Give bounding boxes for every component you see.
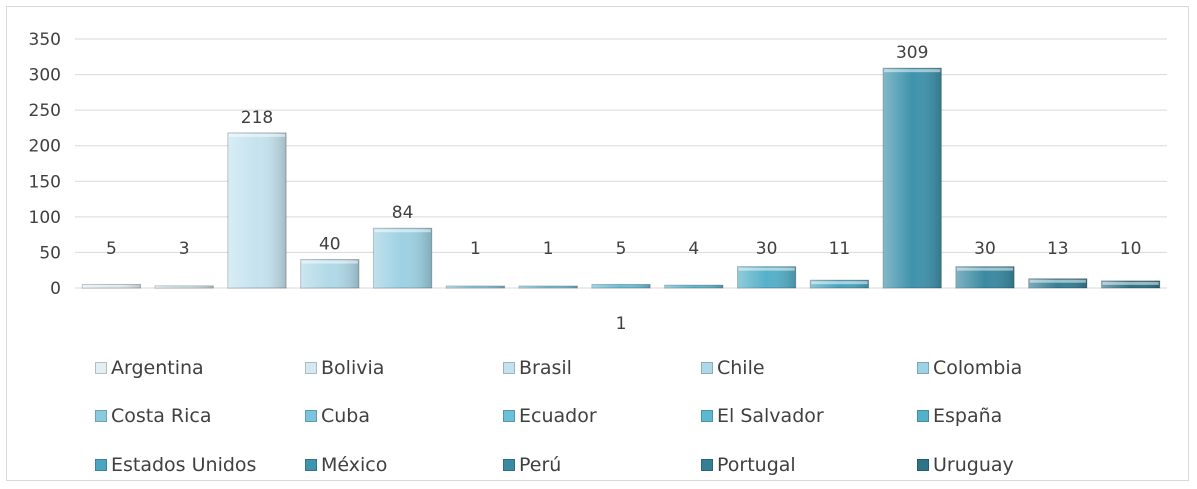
bars xyxy=(81,67,1161,289)
legend-item-brasil: Brasil xyxy=(503,355,572,381)
legend-swatch xyxy=(95,459,107,471)
bar-méxico xyxy=(882,67,942,289)
y-tick-label: 200 xyxy=(29,137,61,157)
data-label: 3 xyxy=(179,239,190,259)
legend-item-ecuador: Ecuador xyxy=(503,403,597,429)
y-tick-label: 100 xyxy=(29,208,61,228)
legend-label: El Salvador xyxy=(717,405,824,427)
data-label: 309 xyxy=(896,43,928,63)
bar-chile xyxy=(300,259,360,289)
legend-label: Uruguay xyxy=(933,454,1014,476)
data-label: 4 xyxy=(688,239,699,259)
y-axis-ticks: 0 50 100 150 200 250 300 350 xyxy=(29,30,61,299)
legend-item-el-salvador: El Salvador xyxy=(701,403,824,429)
legend-label: Chile xyxy=(717,357,765,379)
legend-swatch xyxy=(701,410,713,422)
bar-portugal xyxy=(1028,278,1088,289)
bar-argentina xyxy=(81,283,142,289)
bar-el-salvador xyxy=(664,284,724,289)
data-label: 1 xyxy=(543,239,554,259)
legend-item-costa-rica: Costa Rica xyxy=(95,403,212,429)
legend-swatch xyxy=(305,459,317,471)
legend-swatch xyxy=(917,459,929,471)
bar-ecuador xyxy=(591,283,651,289)
legend-label: Ecuador xyxy=(519,405,597,427)
legend-item-uruguay: Uruguay xyxy=(917,452,1014,478)
data-label: 218 xyxy=(241,108,273,128)
legend-item-colombia: Colombia xyxy=(917,355,1022,381)
legend-swatch xyxy=(917,410,929,422)
legend-label: Argentina xyxy=(111,357,204,379)
extra-data-label: 1 xyxy=(616,314,627,334)
legend-label: Cuba xyxy=(321,405,371,427)
bar-españa xyxy=(736,266,797,289)
legend-label: Estados Unidos xyxy=(111,454,257,476)
legend-swatch xyxy=(503,362,515,374)
legend-swatch xyxy=(917,362,929,374)
data-label: 40 xyxy=(319,235,341,255)
legend-label: Bolivia xyxy=(321,357,385,379)
bar-uruguay xyxy=(1100,280,1161,289)
bar-colombia xyxy=(372,227,433,289)
legend-label: Costa Rica xyxy=(111,405,212,427)
data-label: 13 xyxy=(1047,239,1069,259)
bar-bolivia xyxy=(154,285,214,289)
legend-swatch xyxy=(305,362,317,374)
legend-item-bolivia: Bolivia xyxy=(305,355,384,381)
legend-item-argentina: Argentina xyxy=(95,355,204,381)
y-tick-label: 250 xyxy=(29,101,61,121)
legend-label: Portugal xyxy=(717,454,796,476)
data-label: 1 xyxy=(470,239,481,259)
legend-item-perú: Perú xyxy=(503,452,561,478)
data-label: 10 xyxy=(1120,239,1142,259)
data-label: 5 xyxy=(616,239,627,259)
chart-frame: 0 50 100 150 200 250 300 350 5 3 218 40 84 1 1 5 4 30 11 3… xyxy=(6,6,1189,481)
data-label: 11 xyxy=(829,239,851,259)
legend-swatch xyxy=(305,410,317,422)
legend-swatch xyxy=(701,362,713,374)
legend-label: España xyxy=(933,405,1003,427)
y-tick-label: 150 xyxy=(29,172,61,192)
legend-label: México xyxy=(321,454,388,476)
y-tick-label: 50 xyxy=(39,243,61,263)
legend-swatch xyxy=(701,459,713,471)
legend-item-españa: España xyxy=(917,403,1002,429)
y-tick-label: 0 xyxy=(50,279,61,299)
bar-cuba xyxy=(518,285,578,289)
bar-estados-unidos xyxy=(809,279,870,289)
legend-swatch xyxy=(95,410,107,422)
data-label: 30 xyxy=(974,239,996,259)
legend-item-cuba: Cuba xyxy=(305,403,370,429)
bar-perú xyxy=(955,266,1015,289)
bar-costa-rica xyxy=(445,285,506,289)
legend-item-estados-unidos: Estados Unidos xyxy=(95,452,256,478)
y-tick-label: 300 xyxy=(29,66,61,86)
legend-swatch xyxy=(95,362,107,374)
data-label: 84 xyxy=(392,203,414,223)
legend-item-portugal: Portugal xyxy=(701,452,796,478)
data-label: 30 xyxy=(756,239,778,259)
legend-swatch xyxy=(503,459,515,471)
legend-label: Colombia xyxy=(933,357,1023,379)
y-tick-label: 350 xyxy=(29,30,61,50)
bar-brasil xyxy=(227,132,287,289)
legend-label: Perú xyxy=(519,454,562,476)
legend-label: Brasil xyxy=(519,357,572,379)
legend-item-méxico: México xyxy=(305,452,387,478)
legend-item-chile: Chile xyxy=(701,355,765,381)
legend-swatch xyxy=(503,410,515,422)
data-label: 5 xyxy=(106,239,117,259)
